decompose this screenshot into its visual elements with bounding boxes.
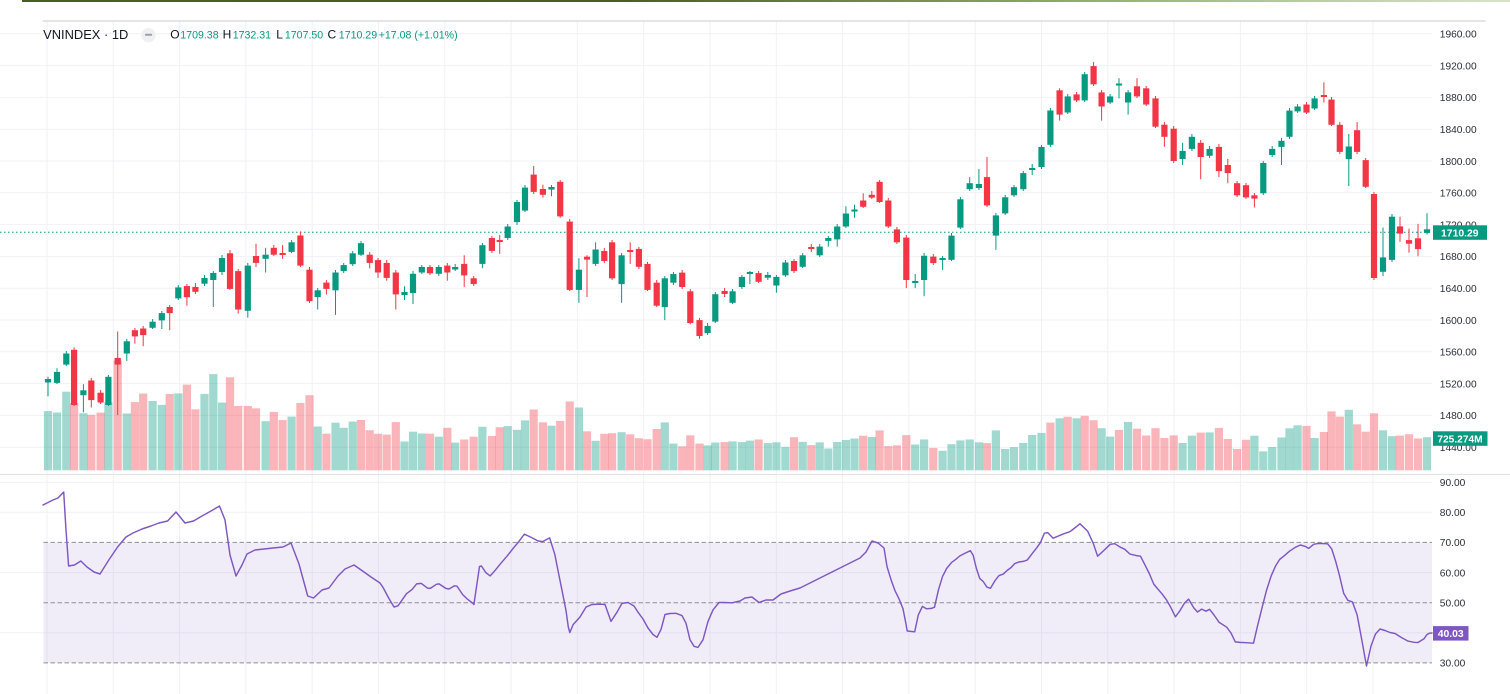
svg-text:40.03: 40.03 <box>1438 629 1464 640</box>
svg-text:H: H <box>223 28 232 42</box>
svg-text:60.00: 60.00 <box>1440 568 1466 579</box>
svg-text:1680.00: 1680.00 <box>1440 252 1477 263</box>
svg-text:1707.50: 1707.50 <box>285 30 323 42</box>
svg-text:1709.38: 1709.38 <box>180 30 218 42</box>
svg-text:1960.00: 1960.00 <box>1440 30 1477 41</box>
svg-text:1800.00: 1800.00 <box>1440 157 1477 168</box>
svg-text:1640.00: 1640.00 <box>1440 284 1477 295</box>
svg-text:1710.29: 1710.29 <box>1441 228 1479 239</box>
svg-text:1440.00: 1440.00 <box>1440 443 1477 454</box>
svg-text:30.00: 30.00 <box>1440 659 1466 670</box>
svg-text:1840.00: 1840.00 <box>1440 125 1477 136</box>
svg-text:1710.29: 1710.29 <box>339 30 377 42</box>
svg-text:1560.00: 1560.00 <box>1440 348 1477 359</box>
svg-text:90.00: 90.00 <box>1440 478 1466 489</box>
svg-text:C: C <box>328 28 337 42</box>
svg-text:VNINDEX · 1D: VNINDEX · 1D <box>43 27 128 42</box>
svg-text:80.00: 80.00 <box>1440 508 1466 519</box>
svg-text:L: L <box>276 28 283 42</box>
svg-text:50.00: 50.00 <box>1440 599 1466 610</box>
svg-text:1920.00: 1920.00 <box>1440 61 1477 72</box>
svg-text:1480.00: 1480.00 <box>1440 411 1477 422</box>
svg-text:725.274M: 725.274M <box>1437 434 1482 445</box>
svg-text:70.00: 70.00 <box>1440 538 1466 549</box>
svg-text:1732.31: 1732.31 <box>233 30 271 42</box>
svg-text:O: O <box>170 28 179 42</box>
svg-text:1600.00: 1600.00 <box>1440 316 1477 327</box>
svg-text:+17.08 (+1.01%): +17.08 (+1.01%) <box>379 30 458 42</box>
svg-text:1760.00: 1760.00 <box>1440 189 1477 200</box>
svg-text:1880.00: 1880.00 <box>1440 93 1477 104</box>
svg-text:1520.00: 1520.00 <box>1440 379 1477 390</box>
